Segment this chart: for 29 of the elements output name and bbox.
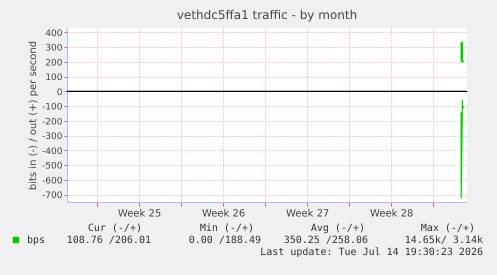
chart-title: vethdc5ffa1 traffic - by month <box>176 8 358 22</box>
text: 350.25 /258.06 <box>284 235 368 246</box>
text: Last update: Tue Jul 14 19:30:23 2026 <box>260 247 483 258</box>
text: Min (-/+) <box>200 223 254 234</box>
y-tick-label: -400 <box>42 146 63 157</box>
y-tick-label: 400 <box>45 28 63 39</box>
y-tick-label: 100 <box>45 73 63 84</box>
text: Avg (-/+) <box>310 223 365 234</box>
legend-label: bps <box>27 235 46 246</box>
x-tick-label: Week 25 <box>118 208 162 220</box>
y-tick-label: 300 <box>45 44 63 54</box>
x-tick-label: Week 27 <box>286 208 330 220</box>
text: 14.65k/ 3.14k <box>404 235 483 246</box>
y-tick-label: -500 <box>42 162 63 172</box>
y-tick-label: -300 <box>42 132 63 142</box>
y-tick-label: -600 <box>42 176 63 186</box>
y-tick-label: 200 <box>45 58 63 68</box>
line-series <box>460 100 465 198</box>
y-tick-label: -700 <box>42 191 63 202</box>
text: Cur (-/+) <box>88 223 142 234</box>
text: 108.76 /206.01 <box>66 235 151 246</box>
y-tick-label: -200 <box>42 117 63 128</box>
y-tick-label: -100 <box>42 102 63 113</box>
text: Max (-/+) <box>420 223 475 234</box>
x-tick-label: Week 28 <box>370 208 414 220</box>
y-axis-title: bits in (-) / out (+) per second <box>28 40 40 190</box>
text: 0.00 /188.49 <box>188 235 261 246</box>
y-tick-label: 0 <box>56 88 63 98</box>
x-tick-label: Week 26 <box>202 208 246 220</box>
